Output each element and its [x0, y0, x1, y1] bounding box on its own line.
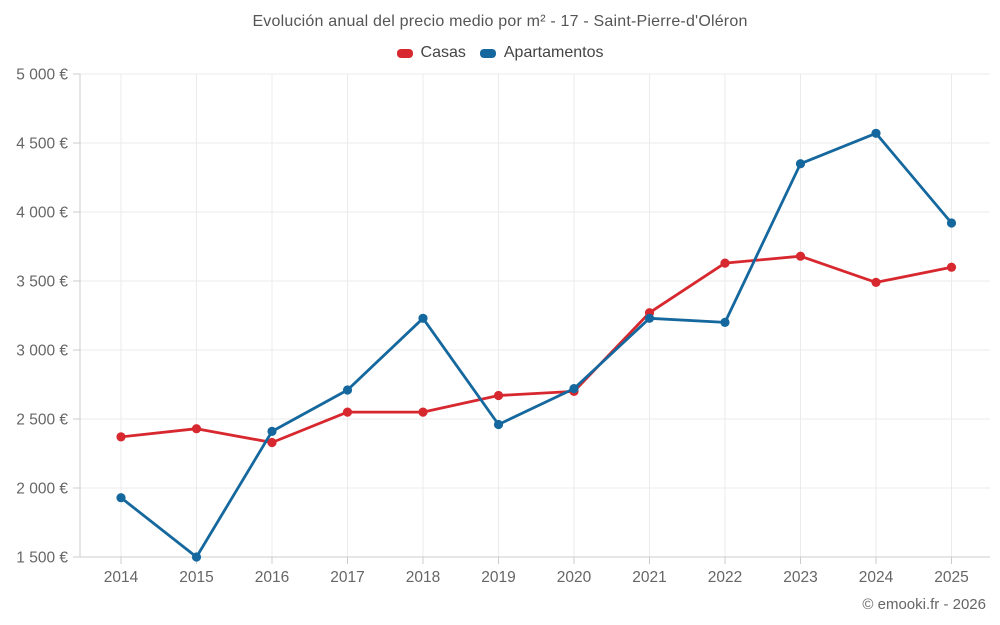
axis-labels: 1 500 € 2 000 € 2 500 € 3 000 € 3 500 € 4 000…: [16, 66, 968, 586]
y-tick-label: 4 500 €: [16, 135, 68, 152]
x-tick-label: 2020: [557, 569, 592, 586]
apartamentos-point: [418, 313, 428, 323]
apartamentos-point: [720, 317, 730, 327]
apartamentos-point: [946, 218, 957, 228]
apartamentos-point: [871, 128, 881, 138]
legend-swatch-casas: [396, 48, 413, 58]
x-tick-label: 2025: [934, 569, 968, 586]
series-casas: [116, 251, 957, 448]
y-tick-label: 2 000 €: [16, 480, 68, 497]
casas-point: [418, 407, 428, 417]
chart-title: Evolución anual del precio medio por m² …: [252, 13, 748, 30]
x-tick-label: 2019: [481, 569, 515, 586]
casas-point: [493, 390, 504, 401]
legend-item-apartamentos[interactable]: Apartamentos: [479, 44, 604, 62]
casas-point: [116, 432, 126, 442]
casas-line: [119, 254, 953, 444]
x-tick-label: 2015: [179, 569, 213, 586]
legend-swatch-apartamentos: [479, 48, 496, 58]
x-tick-label: 2024: [859, 569, 894, 586]
y-tick-label: 4 000 €: [16, 204, 68, 221]
x-tick-label: 2016: [255, 569, 289, 586]
casas-point: [795, 251, 806, 261]
casas-point: [267, 437, 277, 448]
apartamentos-line: [119, 131, 953, 559]
apartamentos-point: [795, 159, 806, 169]
x-tick-label: 2021: [632, 569, 666, 586]
apartamentos-point: [569, 384, 579, 394]
apartamentos-point: [493, 419, 504, 430]
apartamentos-point: [116, 493, 126, 503]
casas-point: [191, 424, 202, 434]
casas-point: [342, 407, 353, 417]
legend-label: Apartamentos: [503, 44, 604, 61]
casas-point: [946, 262, 957, 272]
casas-point: [871, 277, 881, 287]
casas-point: [720, 258, 730, 268]
apartamentos-point: [267, 426, 277, 436]
x-tick-label: 2018: [406, 569, 440, 586]
y-tick-label: 2 500 €: [16, 411, 68, 428]
y-tick-label: 3 000 €: [16, 342, 68, 359]
copyright-credit: © emooki.fr - 2026: [862, 596, 986, 613]
x-tick-label: 2022: [708, 569, 742, 586]
y-tick-label: 5 000 €: [16, 66, 68, 83]
x-tick-label: 2014: [104, 569, 139, 586]
apartamentos-point: [342, 385, 353, 395]
apartamentos-point: [191, 552, 202, 562]
chart-legend: Casas Apartamentos: [0, 44, 1000, 62]
legend-label: Casas: [420, 44, 466, 61]
y-tick-label: 1 500 €: [16, 549, 68, 566]
axes: [73, 73, 990, 564]
x-tick-label: 2017: [330, 569, 364, 586]
y-tick-label: 3 500 €: [16, 273, 68, 290]
legend-item-casas[interactable]: Casas: [396, 44, 466, 62]
apartamentos-point: [644, 313, 655, 323]
series-apartamentos: [116, 128, 957, 562]
gridlines: [80, 73, 990, 558]
x-tick-label: 2023: [783, 569, 817, 586]
